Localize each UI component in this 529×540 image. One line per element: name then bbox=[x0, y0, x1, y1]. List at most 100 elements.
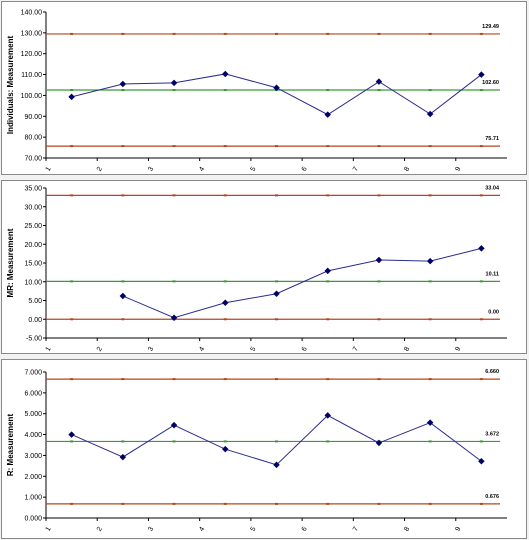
y-tick-label: 15.00 bbox=[24, 261, 42, 268]
data-point bbox=[222, 445, 229, 453]
data-point bbox=[324, 267, 331, 275]
range-chart-panel: 0.000 1.000 2.000 3.000 4.000 5.000 6.000 7.000… bbox=[1, 359, 527, 539]
y-tick-label: 90.00 bbox=[24, 114, 42, 121]
control-limit-marker bbox=[275, 280, 278, 283]
individuals-chart-panel: 70.00 80.00 90.00 100.00 110.00 120.00 130.00 1… bbox=[1, 1, 527, 175]
control-limit-marker bbox=[275, 378, 278, 381]
control-limit-marker bbox=[326, 32, 330, 35]
control-limit-marker bbox=[121, 378, 125, 381]
control-limit-marker bbox=[479, 89, 483, 92]
data-point bbox=[426, 257, 434, 265]
data-point bbox=[273, 84, 280, 91]
control-limit-marker bbox=[326, 318, 330, 321]
control-limit-marker bbox=[479, 280, 483, 283]
x-tick-label: 1 bbox=[45, 346, 53, 353]
y-tick-label: 140.00 bbox=[21, 10, 43, 17]
control-limit-marker bbox=[172, 32, 176, 35]
y-tick-label: 100.00 bbox=[21, 93, 43, 100]
control-limit-marker bbox=[121, 194, 125, 197]
range-chart: 0.000 1.000 2.000 3.000 4.000 5.000 6.000 7.000… bbox=[6, 369, 507, 533]
control-limit-marker bbox=[377, 502, 381, 505]
x-tick-label: 6 bbox=[301, 526, 309, 533]
data-point bbox=[222, 299, 229, 307]
x-tick-label: 1 bbox=[45, 166, 53, 173]
x-tick-label: 3 bbox=[147, 166, 155, 173]
control-limit-label: 10.11 bbox=[486, 271, 499, 277]
control-limit-marker bbox=[275, 502, 278, 505]
y-tick-label: 7.000 bbox=[24, 370, 42, 377]
data-point bbox=[375, 78, 383, 85]
data-point bbox=[375, 439, 383, 447]
control-limit-marker bbox=[275, 194, 278, 197]
control-limit-marker bbox=[223, 280, 227, 283]
x-tick-label: 5 bbox=[250, 166, 258, 173]
control-limit-marker bbox=[223, 89, 227, 92]
x-tick-label: 3 bbox=[147, 526, 155, 533]
y-tick-label: 1.000 bbox=[24, 495, 42, 502]
data-point bbox=[119, 80, 127, 88]
data-point bbox=[478, 71, 485, 78]
control-limit-marker bbox=[70, 280, 74, 283]
control-limit-marker bbox=[121, 145, 125, 148]
control-limit-marker bbox=[479, 440, 483, 443]
x-tick-label: 2 bbox=[96, 166, 104, 173]
control-limit-marker bbox=[377, 280, 381, 283]
control-limit-marker bbox=[121, 32, 125, 35]
series-line bbox=[122, 247, 482, 319]
control-limit-marker bbox=[121, 89, 125, 92]
control-limit-marker bbox=[326, 89, 330, 92]
control-limit-marker bbox=[121, 440, 125, 443]
control-limit-marker bbox=[479, 145, 483, 148]
control-limit-marker bbox=[223, 145, 227, 148]
control-limit-marker bbox=[172, 145, 176, 148]
control-limit-marker bbox=[428, 502, 432, 505]
x-tick-label: 5 bbox=[250, 526, 258, 533]
data-point bbox=[375, 256, 383, 264]
y-tick-label: 70.00 bbox=[24, 156, 42, 163]
data-point bbox=[478, 245, 485, 252]
x-tick-label: 4 bbox=[198, 346, 206, 353]
control-limit-label: 0.00 bbox=[488, 309, 499, 315]
y-axis-title: Individuals: Measurement bbox=[6, 36, 15, 135]
control-limit-marker bbox=[70, 318, 74, 321]
control-limit-label: 129.49 bbox=[482, 24, 499, 30]
data-point bbox=[68, 431, 75, 438]
y-axis-title: MR: Measurement bbox=[6, 228, 15, 297]
control-limit-marker bbox=[377, 378, 381, 381]
control-limit-marker bbox=[428, 318, 432, 321]
control-limit-marker bbox=[377, 32, 381, 35]
control-limit-marker bbox=[275, 318, 278, 321]
control-limit-label: 33.04 bbox=[485, 185, 500, 191]
x-tick-label: 4 bbox=[198, 166, 206, 173]
y-tick-label: 120.00 bbox=[21, 51, 43, 58]
individuals-chart: 70.00 80.00 90.00 100.00 110.00 120.00 130.00 1… bbox=[6, 10, 507, 173]
control-limit-marker bbox=[223, 194, 227, 197]
y-tick-label: 130.00 bbox=[21, 30, 43, 37]
x-tick-label: 8 bbox=[403, 526, 411, 533]
control-limit-marker bbox=[428, 145, 432, 148]
control-limit-marker bbox=[326, 440, 330, 443]
y-tick-label: 10.00 bbox=[24, 279, 42, 286]
control-limit-marker bbox=[121, 280, 125, 283]
y-tick-label: 20.00 bbox=[24, 242, 42, 249]
data-point bbox=[119, 453, 127, 461]
control-limit-marker bbox=[479, 318, 483, 321]
control-limit-marker bbox=[70, 378, 74, 381]
x-tick-label: 9 bbox=[454, 526, 462, 533]
control-limit-marker bbox=[223, 318, 227, 321]
control-limit-marker bbox=[70, 440, 74, 443]
x-tick-label: 8 bbox=[403, 346, 411, 353]
control-limit-marker bbox=[428, 89, 432, 92]
control-limit-marker bbox=[377, 145, 381, 148]
control-limit-marker bbox=[70, 32, 74, 35]
data-point bbox=[324, 111, 331, 118]
moving-range-chart: -5.000.005.0010.0015.0020.0025.0030.0035… bbox=[6, 185, 507, 353]
data-point bbox=[222, 70, 229, 78]
control-limit-marker bbox=[428, 440, 432, 443]
data-point bbox=[170, 79, 178, 87]
control-limit-label: 75.71 bbox=[485, 136, 499, 142]
y-tick-label: 5.000 bbox=[24, 411, 42, 418]
control-limit-marker bbox=[377, 318, 381, 321]
data-point bbox=[273, 290, 280, 298]
